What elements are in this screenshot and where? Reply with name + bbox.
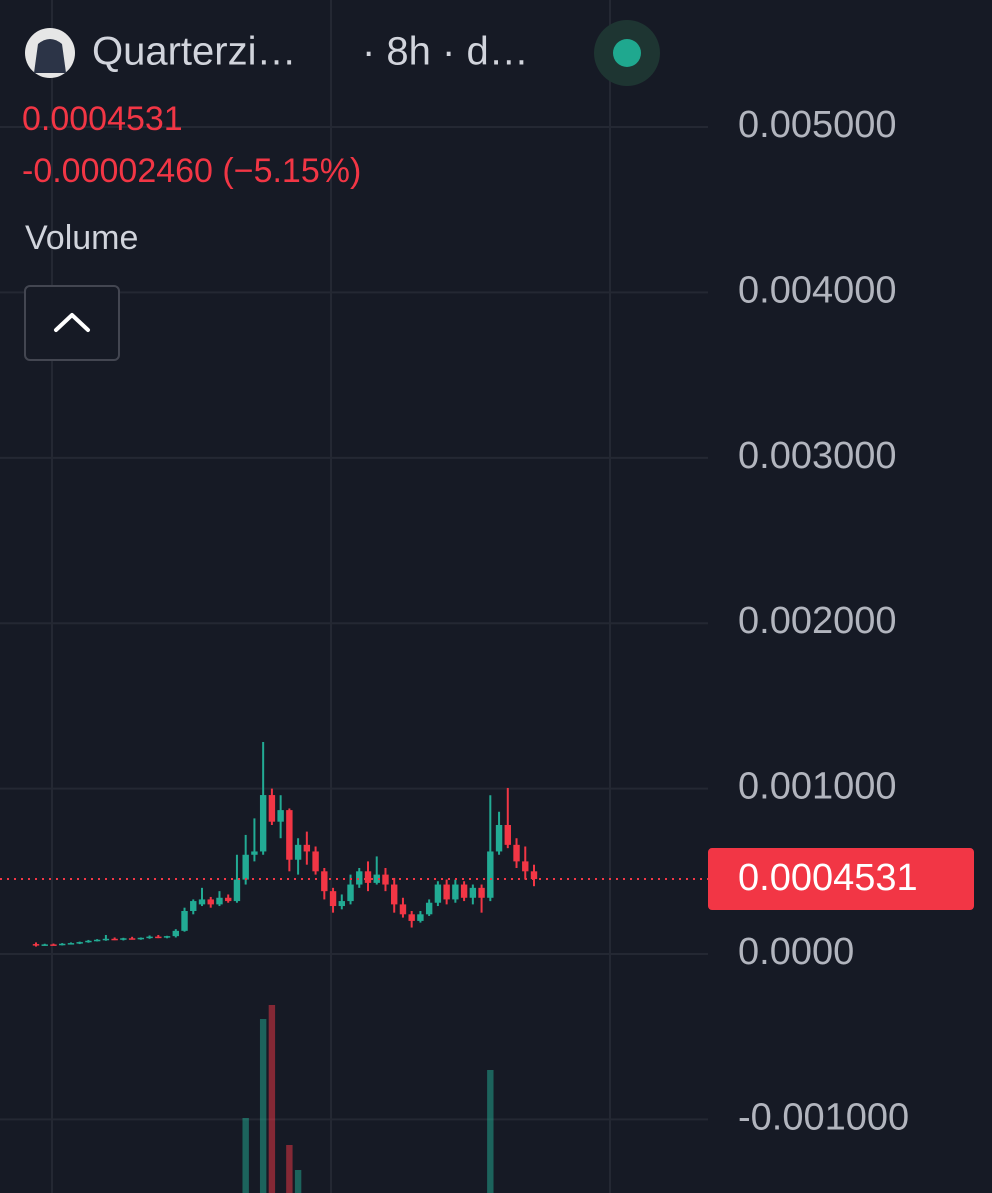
candle-body bbox=[137, 937, 145, 940]
candle-body bbox=[146, 936, 153, 939]
candle-body bbox=[190, 901, 197, 912]
candle-body bbox=[356, 871, 363, 885]
y-tick-label: 0.004000 bbox=[738, 269, 897, 311]
y-axis: 0.005000 0.004000 0.003000 0.002000 0.001000… bbox=[708, 104, 974, 1138]
candle-body bbox=[303, 844, 311, 852]
interval-label: · 8h · d… bbox=[362, 30, 529, 74]
candle-body bbox=[530, 871, 538, 880]
grid bbox=[0, 126, 708, 1121]
candle-body bbox=[321, 871, 328, 892]
candle-body bbox=[504, 824, 511, 845]
candle-body bbox=[172, 930, 179, 937]
candle-body bbox=[233, 879, 241, 902]
volume-bar bbox=[259, 1019, 267, 1193]
collapse-button[interactable] bbox=[24, 285, 120, 361]
candle-body bbox=[181, 911, 188, 931]
candle-body bbox=[102, 938, 110, 941]
volume-bar bbox=[294, 1170, 302, 1193]
candle-body bbox=[259, 795, 267, 852]
candle-body bbox=[242, 854, 249, 880]
y-tick-label: 0.0000 bbox=[738, 931, 854, 973]
candle-body bbox=[225, 897, 232, 902]
candle-body bbox=[268, 795, 276, 822]
volume-bars bbox=[242, 1005, 494, 1193]
volume-bar bbox=[268, 1005, 276, 1193]
volume-label: Volume bbox=[25, 219, 138, 257]
y-tick-label: 0.002000 bbox=[738, 600, 897, 642]
candle-body bbox=[443, 884, 450, 900]
candle-body bbox=[67, 943, 75, 945]
candle-body bbox=[417, 914, 424, 921]
volume-bar bbox=[242, 1118, 249, 1193]
volume-bar bbox=[487, 1070, 494, 1193]
candle-body bbox=[41, 944, 48, 946]
candle-body bbox=[198, 899, 206, 905]
vertical-grid bbox=[51, 0, 611, 1193]
y-tick-label: 0.003000 bbox=[738, 435, 897, 477]
candle-body bbox=[434, 884, 442, 903]
candle-body bbox=[364, 871, 372, 883]
candle-body bbox=[425, 902, 433, 915]
candle-body bbox=[207, 899, 214, 905]
chevron-up bbox=[54, 313, 90, 332]
candle-body bbox=[128, 938, 136, 940]
candle-body bbox=[399, 904, 407, 915]
y-tick-label: 0.001000 bbox=[738, 766, 897, 808]
candle-body bbox=[93, 939, 101, 942]
candle-body bbox=[452, 884, 459, 900]
candle-body bbox=[85, 940, 92, 943]
legend-header: Quarterzi… · 8h · d… 0.0004531 -0.000024… bbox=[22, 20, 660, 361]
candle-body bbox=[155, 936, 162, 939]
candle-body bbox=[111, 938, 118, 941]
y-tick-label: -0.001000 bbox=[738, 1096, 909, 1138]
candles bbox=[0, 741, 708, 947]
candle-body bbox=[469, 887, 477, 898]
candle-body bbox=[513, 844, 520, 862]
candle-body bbox=[59, 943, 66, 946]
last-price: 0.0004531 bbox=[22, 100, 183, 138]
candle-body bbox=[286, 810, 293, 860]
candle-body bbox=[120, 938, 127, 940]
status-dot bbox=[613, 39, 641, 67]
candle-body bbox=[312, 851, 319, 872]
avatar-icon bbox=[34, 39, 66, 73]
candle-body bbox=[50, 944, 57, 946]
price-change: -0.00002460 (−5.15%) bbox=[22, 152, 361, 190]
candle-body bbox=[338, 901, 345, 907]
candle-body bbox=[329, 891, 337, 907]
candle-body bbox=[495, 824, 503, 852]
candle-body bbox=[460, 884, 468, 898]
candle-body bbox=[251, 851, 258, 855]
candle-body bbox=[487, 851, 494, 898]
volume-bar bbox=[286, 1145, 293, 1193]
candle-body bbox=[76, 942, 83, 944]
candle-body bbox=[408, 914, 415, 921]
candle-body bbox=[478, 887, 485, 898]
last-price-badge bbox=[708, 848, 974, 911]
last-price-label: 0.0004531 bbox=[738, 857, 918, 899]
candle-body bbox=[347, 884, 354, 902]
symbol-title: Quarterzi… bbox=[92, 30, 297, 74]
y-tick-label: 0.005000 bbox=[738, 104, 897, 146]
candle-body bbox=[277, 810, 284, 822]
candle-body bbox=[373, 874, 380, 883]
candle-body bbox=[32, 944, 40, 946]
candle-body bbox=[163, 936, 171, 938]
candle-body bbox=[216, 897, 223, 905]
candle-body bbox=[294, 844, 302, 860]
candle-body bbox=[391, 884, 398, 905]
candle-body bbox=[522, 861, 529, 872]
